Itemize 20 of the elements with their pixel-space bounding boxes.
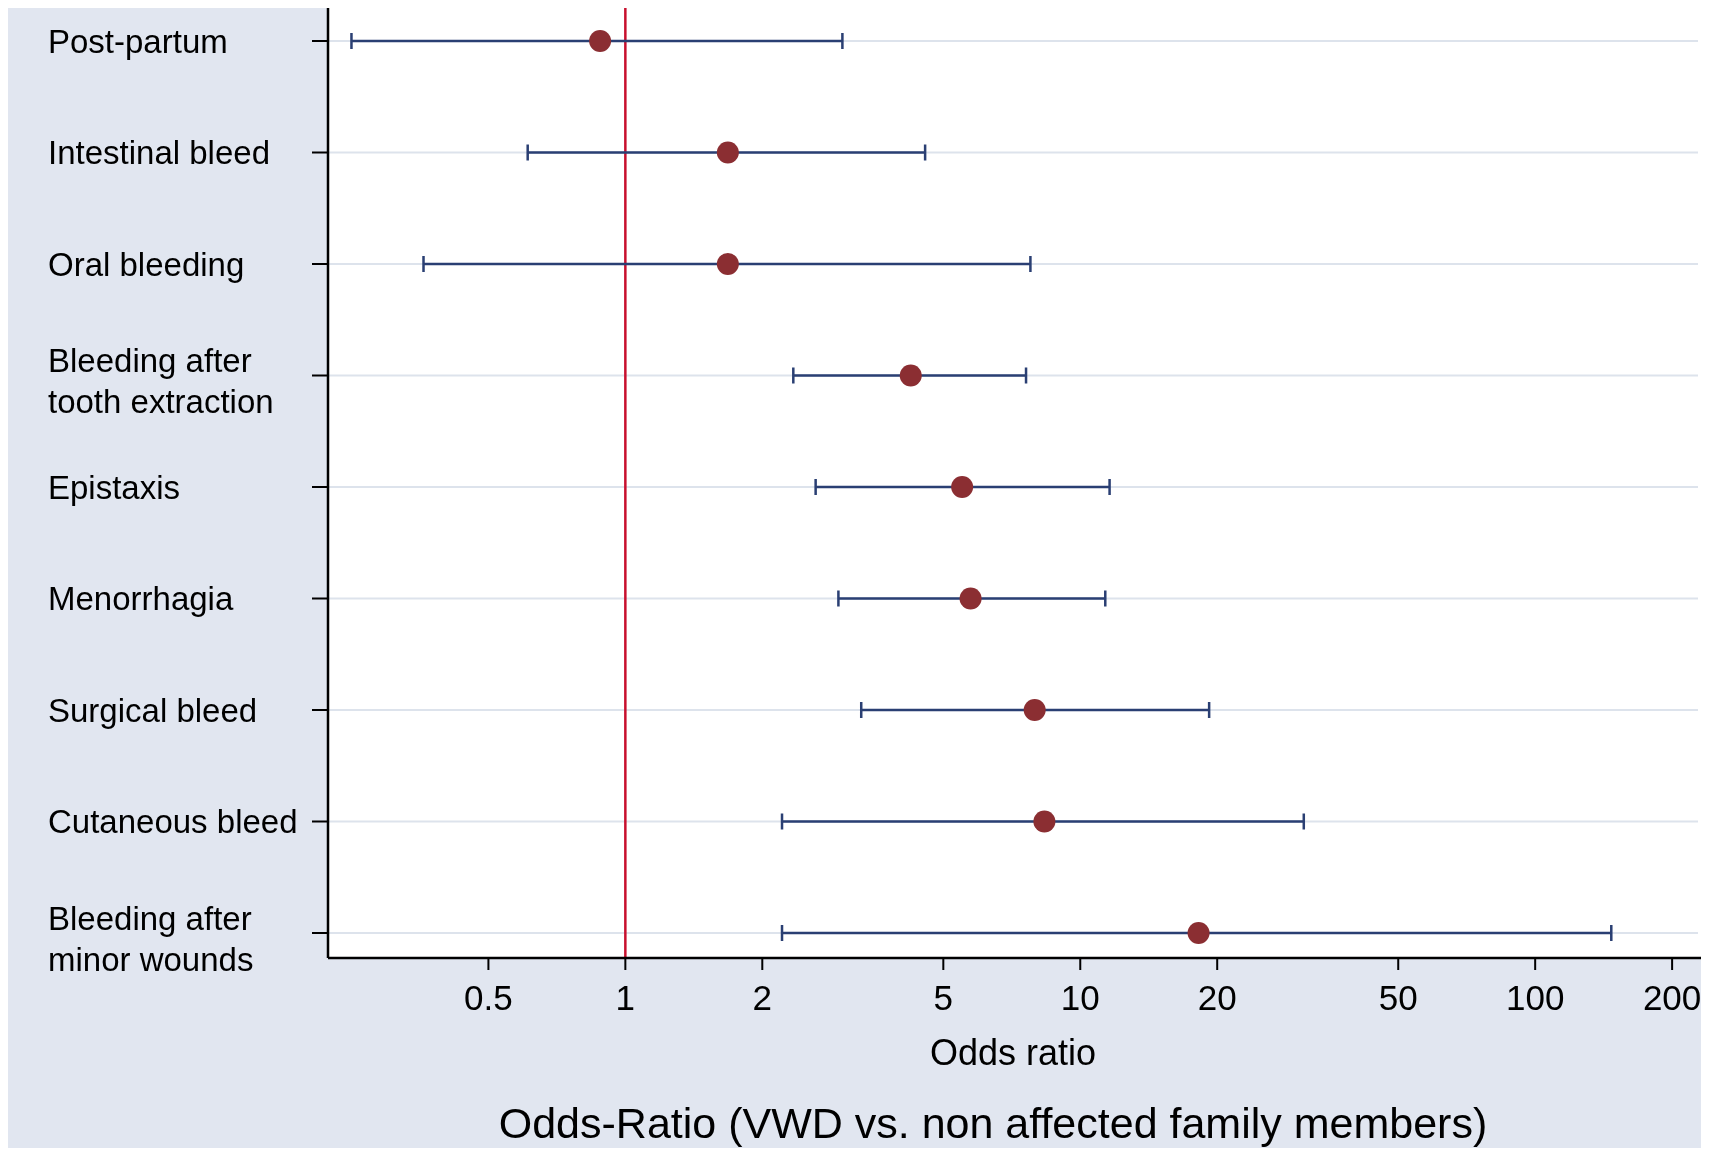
- y-tick-label: Menorrhagia: [48, 580, 234, 618]
- y-tick-label: Intestinal bleed: [48, 134, 270, 172]
- x-tick-label: 20: [1197, 978, 1237, 1017]
- y-tick-label: Post-partum: [48, 22, 228, 60]
- x-tick-label: 200: [1642, 978, 1702, 1017]
- y-tick-label: Cutaneous bleed: [48, 803, 298, 841]
- y-tick-label: Surgical bleed: [48, 691, 258, 729]
- x-tick-label: 5: [933, 978, 954, 1017]
- text: Odds-Ratio (VWD vs. non affected family members): [498, 1099, 1488, 1147]
- x-tick-label: 100: [1505, 978, 1565, 1017]
- x-tick-label: 10: [1060, 978, 1100, 1017]
- y-tick-label: Bleeding after minor wounds: [48, 899, 254, 978]
- x-tick-label: 50: [1378, 978, 1418, 1017]
- x-axis-title: Odds ratio: [929, 1032, 1097, 1073]
- y-tick-label: Oral bleeding: [48, 245, 245, 283]
- y-tick-label: Bleeding after tooth extraction: [48, 342, 274, 421]
- x-tick-label: 1: [615, 978, 636, 1017]
- x-tick-label: 0.5: [464, 978, 513, 1017]
- x-tick-label: 2: [752, 978, 773, 1017]
- y-tick-label: Epistaxis: [48, 468, 181, 506]
